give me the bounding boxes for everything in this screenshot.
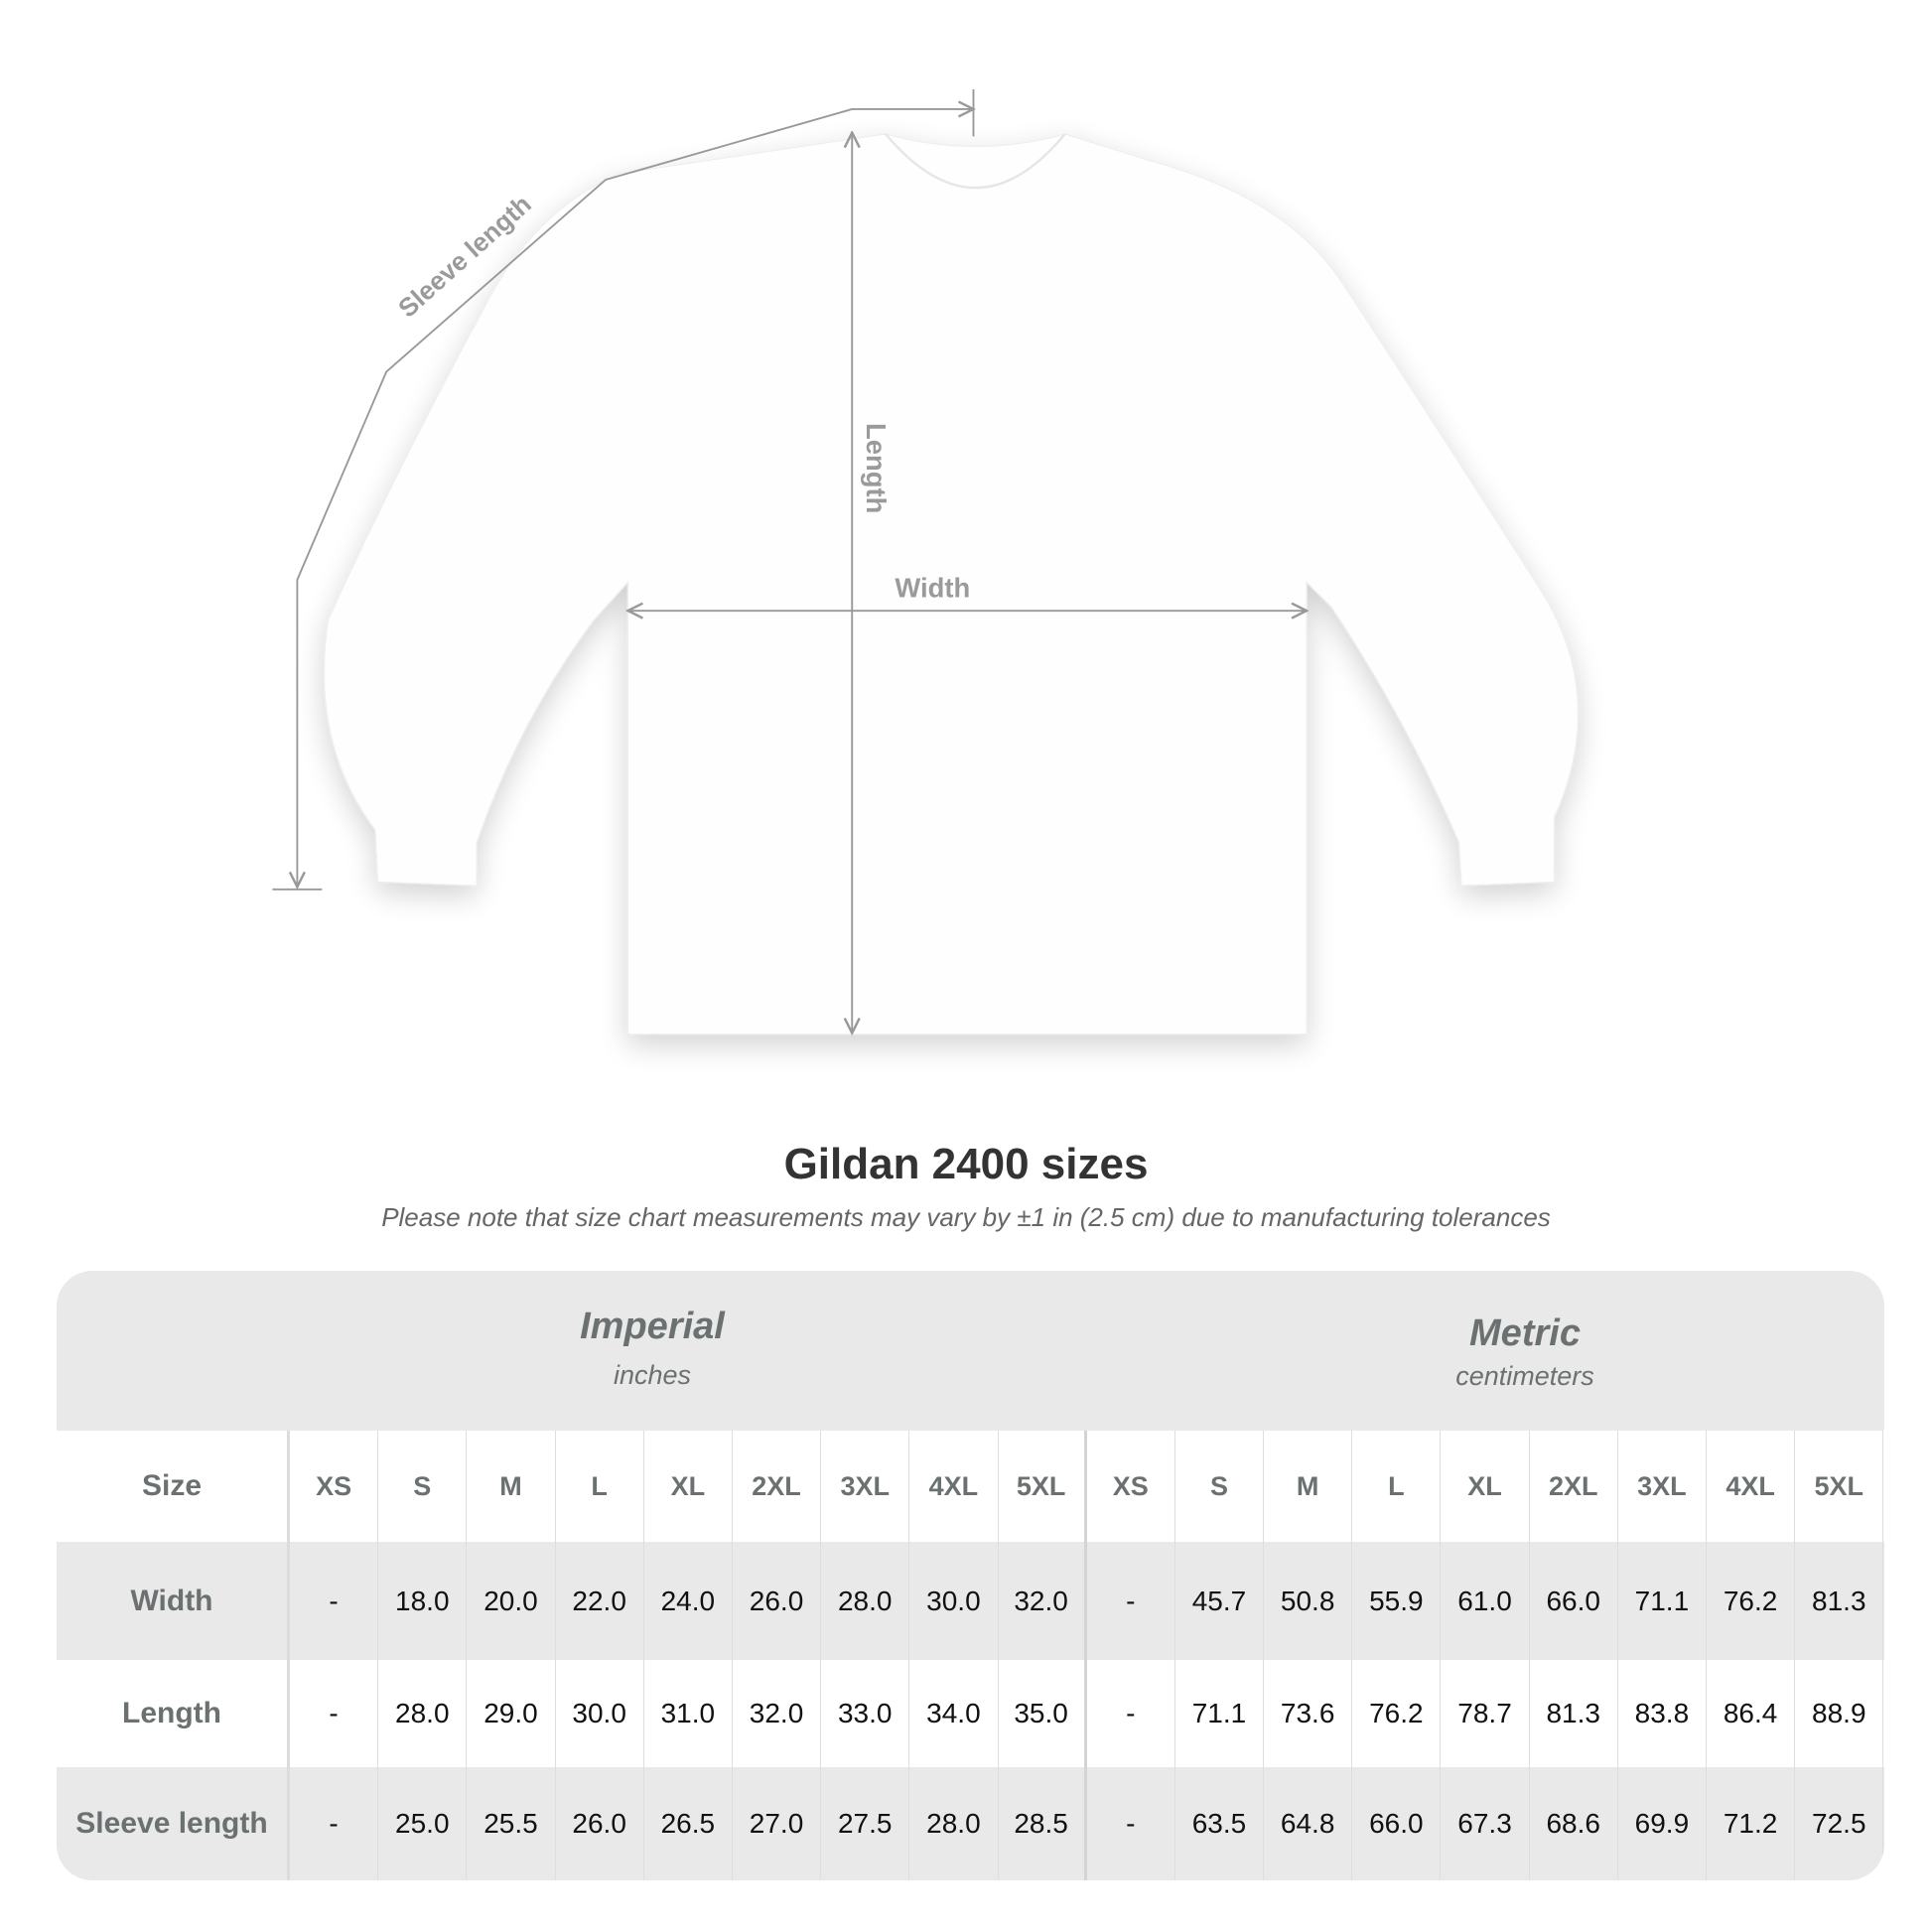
cell-imperial: 20.0 [467, 1542, 556, 1660]
cell-metric: 71.1 [1618, 1542, 1707, 1660]
cell-metric: 81.3 [1795, 1542, 1884, 1660]
cell-imperial: 30.0 [556, 1660, 644, 1767]
cell-imperial: 32.0 [999, 1542, 1087, 1660]
cell-imperial: 18.0 [378, 1542, 468, 1660]
width-label: Width [895, 572, 970, 603]
cell-metric: 63.5 [1175, 1767, 1265, 1880]
cell-metric: - [1087, 1767, 1175, 1880]
size-header-imperial: S [378, 1431, 468, 1542]
cell-metric: 73.6 [1264, 1660, 1353, 1767]
size-header-imperial: 5XL [999, 1431, 1087, 1542]
cell-imperial: 28.0 [821, 1542, 910, 1660]
size-header-metric: XL [1441, 1431, 1530, 1542]
size-header-imperial: 2XL [733, 1431, 822, 1542]
cell-metric: 66.0 [1530, 1542, 1618, 1660]
cell-imperial: 31.0 [644, 1660, 733, 1767]
tolerance-note: Please note that size chart measurements… [381, 1202, 1551, 1232]
cell-metric: 76.2 [1352, 1660, 1442, 1767]
cell-imperial: 29.0 [467, 1660, 556, 1767]
cell-metric: 67.3 [1441, 1767, 1530, 1880]
size-header-imperial: XS [290, 1431, 379, 1542]
cell-metric: 64.8 [1264, 1767, 1353, 1880]
cell-metric: 83.8 [1618, 1660, 1707, 1767]
size-header-metric: 4XL [1707, 1431, 1796, 1542]
sleeve-length-measure [272, 88, 973, 891]
cell-metric: 86.4 [1707, 1660, 1796, 1767]
size-header-metric: L [1352, 1431, 1442, 1542]
cell-imperial: 34.0 [909, 1660, 999, 1767]
size-header-metric: 2XL [1530, 1431, 1618, 1542]
cell-imperial: 26.0 [556, 1767, 644, 1880]
cell-metric: - [1087, 1542, 1175, 1660]
cell-imperial: 32.0 [733, 1660, 822, 1767]
cell-metric: 88.9 [1795, 1660, 1884, 1767]
size-header-metric: M [1264, 1431, 1353, 1542]
size-header-imperial: 4XL [909, 1431, 999, 1542]
cell-imperial: - [290, 1542, 379, 1660]
imperial-title: Imperial [580, 1306, 725, 1347]
cell-imperial: 25.5 [467, 1767, 556, 1880]
table-row: Length -28.0 29.0 30.0 31.0 32.0 33.0 34.0 35.0-… [57, 1660, 1884, 1767]
row-label: Length [57, 1660, 290, 1767]
size-header-metric: 5XL [1795, 1431, 1884, 1542]
cell-imperial: 26.0 [733, 1542, 822, 1660]
cell-metric: 81.3 [1530, 1660, 1618, 1767]
table-row: Sleeve length -25.0 25.5 26.0 26.5 27.0 27.5 28… [57, 1767, 1884, 1880]
shirt-measurement-diagram: Sleeve length Length Width [272, 88, 1580, 1035]
cell-imperial: - [290, 1767, 379, 1880]
cell-metric: 45.7 [1175, 1542, 1265, 1660]
cell-metric: 78.7 [1441, 1660, 1530, 1767]
cell-imperial: 35.0 [999, 1660, 1087, 1767]
cell-metric: 68.6 [1530, 1767, 1618, 1880]
size-header-imperial: L [556, 1431, 644, 1542]
cell-metric: - [1087, 1660, 1175, 1767]
cell-imperial: - [290, 1660, 379, 1767]
page-title: Gildan 2400 sizes [783, 1140, 1149, 1188]
cell-metric: 61.0 [1441, 1542, 1530, 1660]
cell-metric: 71.2 [1707, 1767, 1796, 1880]
metric-unit: centimeters [1455, 1361, 1594, 1391]
cell-imperial: 30.0 [909, 1542, 999, 1660]
cell-imperial: 24.0 [644, 1542, 733, 1660]
cell-metric: 69.9 [1618, 1767, 1707, 1880]
row-label: Sleeve length [57, 1767, 290, 1880]
unit-header-band [57, 1271, 1884, 1431]
imperial-header: Imperial inches [354, 1306, 950, 1391]
cell-imperial: 27.5 [821, 1767, 910, 1880]
metric-title: Metric [1469, 1312, 1581, 1354]
size-header-metric: S [1175, 1431, 1265, 1542]
cell-metric: 50.8 [1264, 1542, 1353, 1660]
size-header-metric: XS [1087, 1431, 1175, 1542]
imperial-unit: inches [613, 1360, 692, 1390]
size-header-imperial: 3XL [821, 1431, 910, 1542]
cell-imperial: 26.5 [644, 1767, 733, 1880]
size-label: Size [57, 1431, 290, 1542]
size-table: Imperial inches Metric centimeters Size … [57, 1271, 1884, 1880]
cell-metric: 72.5 [1795, 1767, 1884, 1880]
cell-metric: 55.9 [1352, 1542, 1442, 1660]
row-label: Width [57, 1542, 290, 1660]
size-header-imperial: XL [644, 1431, 733, 1542]
table-row: Width -18.0 20.0 22.0 24.0 26.0 28.0 30.0 32.0-4… [57, 1542, 1884, 1660]
cell-imperial: 28.0 [909, 1767, 999, 1880]
row-band [57, 1542, 1884, 1660]
size-header-imperial: M [467, 1431, 556, 1542]
row-band [57, 1767, 1884, 1880]
cell-metric: 66.0 [1352, 1767, 1442, 1880]
cell-imperial: 28.0 [378, 1660, 468, 1767]
size-header-metric: 3XL [1618, 1431, 1707, 1542]
cell-imperial: 22.0 [556, 1542, 644, 1660]
cell-imperial: 28.5 [999, 1767, 1087, 1880]
size-header-row: Size XS S M L XL 2XL 3XL 4XL 5XL XS S M L XL 2XL 3XL 4XL… [57, 1431, 1884, 1542]
cell-imperial: 27.0 [733, 1767, 822, 1880]
cell-metric: 76.2 [1707, 1542, 1796, 1660]
cell-metric: 71.1 [1175, 1660, 1265, 1767]
cell-imperial: 25.0 [378, 1767, 468, 1880]
cell-imperial: 33.0 [821, 1660, 910, 1767]
metric-header: Metric centimeters [1227, 1312, 1823, 1392]
length-label: Length [861, 423, 892, 513]
